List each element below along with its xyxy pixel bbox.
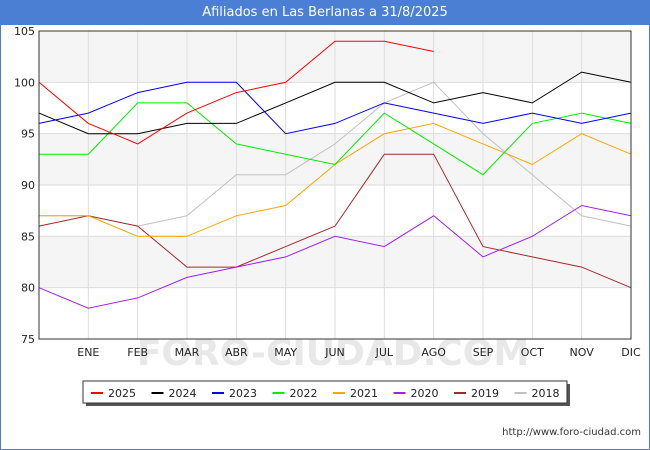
legend-label: 2018 [532,387,560,400]
y-tick-label: 95 [21,128,35,141]
legend-label: 2020 [411,387,439,400]
x-tick-label: MAY [274,346,297,359]
x-tick-label: JUL [375,346,394,359]
legend-label: 2025 [108,387,136,400]
legend-label: 2021 [350,387,378,400]
series-line-2024 [38,71,632,135]
legend-label: 2019 [471,387,499,400]
chart-title: Afiliados en Las Berlanas a 31/8/2025 [1,1,649,25]
legend: 2025 2024 2023 2022 2021 2020 2019 2018 [82,380,570,406]
y-tick-label: 80 [21,282,35,295]
series-line-2022 [39,102,632,176]
x-tick-label: OCT [521,346,544,359]
y-tick-label: 85 [21,230,35,243]
x-tick-label: JUN [324,346,345,359]
x-tick-label: FEB [127,346,148,359]
y-tick-label: 105 [14,25,35,38]
y-tick-label: 90 [21,179,35,192]
x-tick-label: MAR [175,346,200,359]
x-tick-label: ENE [77,346,99,359]
legend-box [82,380,568,404]
plot-border [38,30,632,340]
source-url: http://www.foro-ciudad.com [502,427,641,438]
legend-label: 2024 [169,387,197,400]
y-axis-ticks: 75 80 85 90 95 100 105 [14,25,35,346]
y-tick-label: 75 [21,333,35,346]
x-tick-label: SEP [473,346,494,359]
series-line-2020 [38,204,632,309]
x-tick-label: AGO [421,346,446,359]
x-tick-label: DIC [621,346,641,359]
y-tick-label: 100 [14,76,35,89]
legend-label: 2022 [290,387,318,400]
x-tick-label: NOV [570,346,595,359]
watermark: FORO-CIUDAD.COM [137,333,529,374]
series-line-2025 [38,40,434,145]
x-tick-label: ABR [225,346,248,359]
x-axis-ticks: ENE FEB MAR ABR MAY JUN JUL AGO SEP OCT NOV DIC [77,346,641,359]
series-line-2023 [38,81,632,135]
legend-label: 2023 [229,387,257,400]
series-lines [38,40,632,309]
series-line-2019 [38,153,632,289]
